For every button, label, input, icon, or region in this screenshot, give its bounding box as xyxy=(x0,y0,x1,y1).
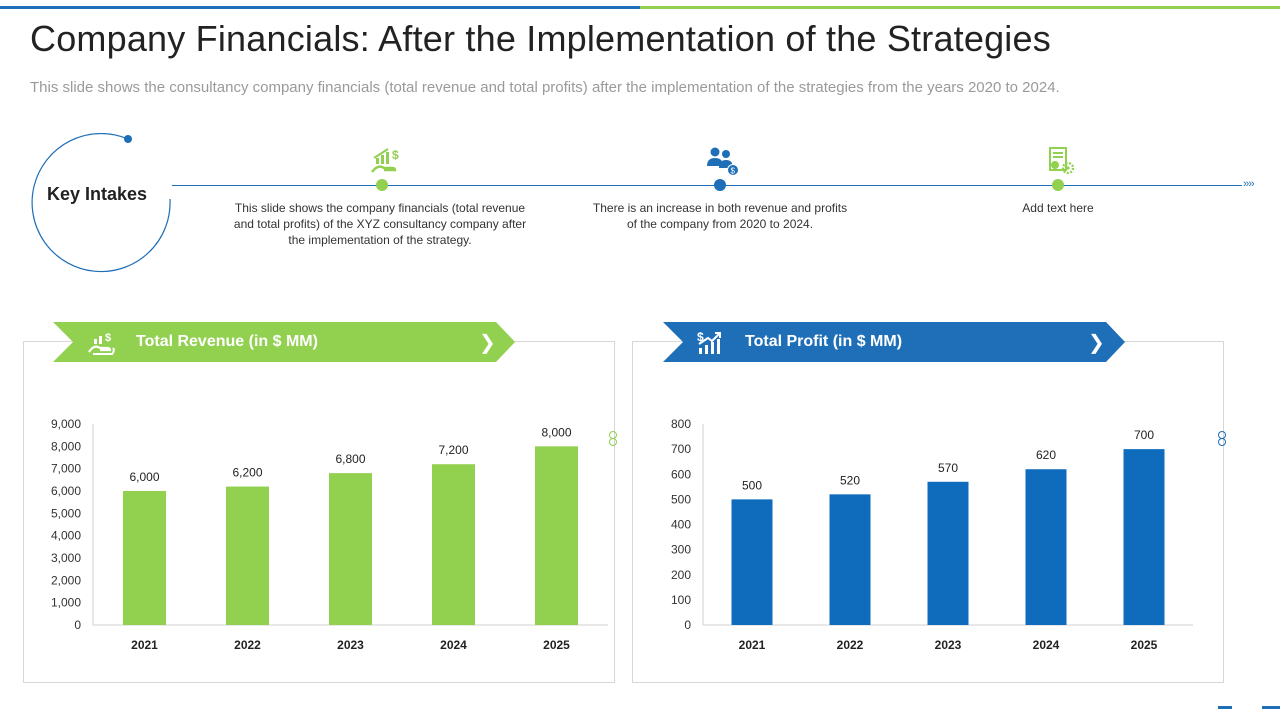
revenue-bar-2025 xyxy=(535,446,578,625)
revenue-x-tick-label: 2023 xyxy=(337,638,364,652)
revenue-x-tick-label: 2021 xyxy=(131,638,158,652)
top-accent-bar-green xyxy=(640,6,1280,9)
growth-chart-icon: $ xyxy=(697,330,721,354)
revenue-data-label: 6,200 xyxy=(232,466,262,480)
revenue-y-tick-label: 0 xyxy=(74,618,81,632)
revenue-y-tick-label: 1,000 xyxy=(51,596,81,610)
page-title: Company Financials: After the Implementa… xyxy=(30,18,1051,59)
revenue-bar-2021 xyxy=(123,491,166,625)
profit-chevron-icon: ❯ xyxy=(1088,332,1105,354)
profit-y-tick-label: 300 xyxy=(671,543,691,557)
page-subtitle: This slide shows the consultancy company… xyxy=(30,79,1060,96)
revenue-panel-title: Total Revenue (in $ MM) xyxy=(136,333,318,350)
profit-data-label: 500 xyxy=(742,478,762,492)
revenue-bar-chart: 0 1,000 2,000 3,000 4,000 5,000 6,000 7,000 8,00… xyxy=(51,417,608,652)
svg-text:$: $ xyxy=(731,167,736,176)
profit-x-tick-label: 2025 xyxy=(1131,638,1158,652)
profit-data-label: 570 xyxy=(938,461,958,475)
revenue-y-tick-label: 7,000 xyxy=(51,462,81,476)
profit-bar-2022 xyxy=(829,494,871,625)
timeline-text-2: There is an increase in both revenue and… xyxy=(592,201,848,231)
document-gear-icon xyxy=(1049,147,1075,175)
profit-bar-2021 xyxy=(731,499,773,625)
profit-y-tick-label: 700 xyxy=(671,442,691,456)
top-accent-bar-blue xyxy=(0,6,640,9)
profit-bar-2025 xyxy=(1123,449,1165,625)
revenue-banner xyxy=(53,322,515,362)
timeline-text-1: This slide shows the company financials … xyxy=(233,201,527,247)
revenue-x-tick-label: 2025 xyxy=(543,638,570,652)
revenue-data-label: 7,200 xyxy=(438,443,468,457)
key-intakes-label: Key Intakes xyxy=(46,184,148,204)
profit-y-tick-label: 200 xyxy=(671,568,691,582)
profit-bar-2024 xyxy=(1025,469,1067,625)
revenue-bar-2022 xyxy=(226,486,269,625)
revenue-ring-2 xyxy=(609,438,617,446)
profit-banner xyxy=(663,322,1125,362)
revenue-y-tick-label: 9,000 xyxy=(51,417,81,431)
corner-dash-2 xyxy=(1262,706,1280,709)
profit-x-tick-label: 2022 xyxy=(837,638,864,652)
money-hand-icon: $ xyxy=(88,332,115,355)
profit-bar-chart: 0 100 200 300 400 500 600 700 800 500 2021 520 2022 5… xyxy=(671,417,1193,652)
profit-y-tick-label: 500 xyxy=(671,492,691,506)
timeline-arrow-icon: ›››› xyxy=(1243,178,1255,190)
revenue-bar-2023 xyxy=(329,473,372,625)
timeline-dot-1 xyxy=(376,179,388,191)
profit-x-tick-label: 2023 xyxy=(935,638,962,652)
revenue-data-label: 6,000 xyxy=(129,470,159,484)
revenue-y-tick-label: 2,000 xyxy=(51,573,81,587)
profit-y-tick-label: 800 xyxy=(671,417,691,431)
profit-ring-2 xyxy=(1218,438,1226,446)
profit-x-tick-label: 2021 xyxy=(739,638,766,652)
profit-panel-title: Total Profit (in $ MM) xyxy=(745,333,903,350)
profit-data-label: 700 xyxy=(1134,428,1154,442)
profit-y-tick-label: 400 xyxy=(671,518,691,532)
timeline-dot-3 xyxy=(1052,179,1064,191)
revenue-data-label: 8,000 xyxy=(541,425,571,439)
profit-bar-2023 xyxy=(927,481,969,625)
svg-text:$: $ xyxy=(697,330,704,344)
key-intakes-circle xyxy=(31,133,171,273)
revenue-x-tick-label: 2024 xyxy=(440,638,467,652)
corner-dash-1 xyxy=(1218,706,1232,709)
revenue-growth-icon: $ xyxy=(371,148,399,173)
revenue-y-tick-label: 6,000 xyxy=(51,484,81,498)
profit-data-label: 520 xyxy=(840,473,860,487)
profit-y-tick-label: 100 xyxy=(671,593,691,607)
revenue-y-tick-label: 5,000 xyxy=(51,506,81,520)
revenue-chevron-icon: ❯ xyxy=(479,332,496,354)
revenue-y-tick-label: 4,000 xyxy=(51,529,81,543)
timeline-dot-2 xyxy=(714,179,726,191)
svg-text:$: $ xyxy=(105,332,111,344)
profit-y-tick-label: 600 xyxy=(671,467,691,481)
profit-x-tick-label: 2024 xyxy=(1033,638,1060,652)
timeline-text-3: Add text here xyxy=(1022,201,1094,215)
revenue-y-tick-label: 8,000 xyxy=(51,439,81,453)
revenue-x-tick-label: 2022 xyxy=(234,638,261,652)
revenue-data-label: 6,800 xyxy=(335,452,365,466)
profit-y-tick-label: 0 xyxy=(684,618,691,632)
timeline-line xyxy=(172,185,1242,186)
revenue-bar-2024 xyxy=(432,464,475,625)
users-money-icon: $ xyxy=(707,147,739,176)
revenue-y-tick-label: 3,000 xyxy=(51,551,81,565)
profit-data-label: 620 xyxy=(1036,448,1056,462)
svg-text:$: $ xyxy=(392,148,399,162)
